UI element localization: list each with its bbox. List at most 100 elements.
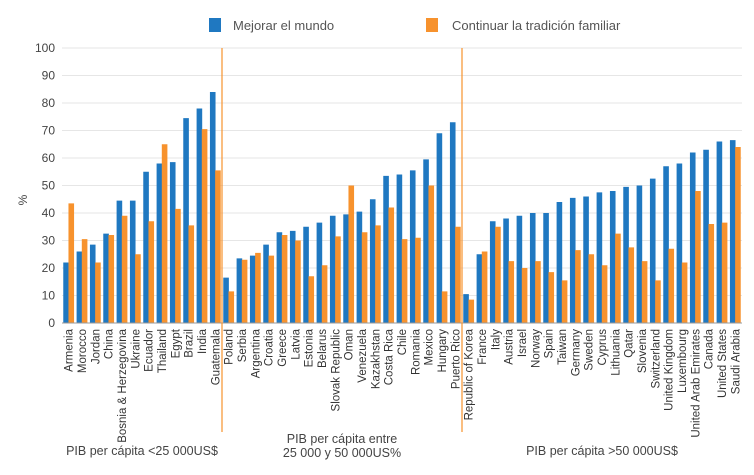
- bar-mejorar: [156, 163, 163, 323]
- bar-tradicion: [375, 225, 381, 323]
- x-tick-label: Taiwan: [557, 329, 569, 365]
- bar-tradicion: [668, 248, 675, 323]
- bar-mejorar: [609, 191, 616, 323]
- bar-tradicion: [348, 185, 355, 323]
- x-tick-label: Sweden: [584, 329, 596, 371]
- x-tick-label: Ecuador: [144, 329, 156, 372]
- x-tick-label: Guatemala: [210, 328, 222, 385]
- bar-mejorar: [676, 163, 683, 323]
- y-axis-label: %: [16, 194, 30, 205]
- bar-tradicion: [588, 254, 595, 323]
- bar-tradicion: [655, 280, 661, 323]
- bar-tradicion: [521, 268, 528, 323]
- x-tick-label: United Arab Emirates: [690, 329, 702, 438]
- bar-mejorar: [116, 200, 123, 323]
- bar-tradicion: [468, 299, 475, 323]
- x-tick-label: Norway: [530, 329, 542, 368]
- x-tick-label: Qatar: [624, 329, 636, 358]
- bar-mejorar: [463, 294, 469, 323]
- bar-tradicion: [295, 240, 301, 323]
- bar-tradicion: [641, 261, 648, 323]
- legend-label-tradicion: Continuar la tradición familiar: [452, 18, 621, 33]
- bar-tradicion: [335, 236, 341, 323]
- bar-mejorar: [383, 175, 389, 323]
- x-tick-label: Republic of Korea: [464, 328, 476, 420]
- bar-mejorar: [649, 178, 656, 323]
- x-tick-label: Cyprus: [597, 329, 609, 366]
- x-tick-label: Morocco: [77, 329, 89, 373]
- x-tick-label: Switzerland: [650, 329, 662, 388]
- x-tick-label: Israel: [517, 329, 529, 357]
- bar-tradicion: [508, 261, 515, 323]
- bar-tradicion: [135, 254, 141, 323]
- x-tick-label: Austria: [504, 328, 516, 364]
- bar-mejorar: [396, 174, 403, 323]
- bar-tradicion: [695, 191, 701, 323]
- x-tick-label: Lithuania: [610, 328, 622, 375]
- bar-tradicion: [121, 215, 128, 323]
- x-tick-label: Puerto Rico: [450, 329, 462, 389]
- bar-mejorar: [89, 244, 96, 323]
- bar-mejorar: [209, 92, 216, 323]
- legend: Mejorar el mundo Continuar la tradición …: [209, 18, 621, 33]
- group-label: PIB per cápita entre 25 000 y 50 000US%: [283, 432, 401, 460]
- x-tick-label: Bosnia & Herzegovina: [117, 328, 129, 442]
- bar-tradicion: [95, 262, 101, 323]
- bar-tradicion: [401, 239, 408, 323]
- x-tick-label: Spain: [544, 329, 556, 358]
- x-tick-label: Jordan: [90, 329, 102, 364]
- bar-mejorar: [436, 133, 443, 323]
- bar-mejorar: [196, 108, 203, 323]
- bar-mejorar: [143, 171, 149, 323]
- bar-tradicion: [708, 224, 715, 323]
- x-tick-label: Mexico: [424, 329, 436, 365]
- bar-mejorar: [489, 221, 496, 323]
- bar-mejorar: [663, 166, 669, 323]
- bar-tradicion: [628, 247, 635, 323]
- bar-tradicion: [81, 239, 88, 323]
- x-tick-label: Ukraine: [130, 329, 142, 369]
- bar-tradicion: [455, 226, 461, 323]
- x-tick-label: Italy: [490, 329, 502, 350]
- bar-tradicion: [735, 147, 741, 323]
- bar-tradicion: [108, 235, 115, 323]
- bar-tradicion: [161, 144, 168, 323]
- group-label: PIB per cápita <25 000US$: [66, 444, 218, 458]
- x-tick-label: Saudi Arabia: [730, 328, 742, 394]
- x-tick-label: Slovak Republic: [330, 329, 342, 412]
- x-tick-label: United Kingdom: [664, 329, 676, 411]
- bar-mejorar: [623, 186, 629, 323]
- bar-tradicion: [428, 185, 435, 323]
- bar-tradicion: [228, 291, 235, 323]
- bar-mejorar: [236, 258, 243, 323]
- bar-mejorar: [303, 226, 309, 323]
- group-labels: PIB per cápita <25 000US$ PIB per cápita …: [66, 432, 678, 460]
- y-tick-label: 20: [42, 261, 56, 275]
- y-tick-label: 70: [42, 124, 56, 138]
- bar-mejorar: [503, 218, 509, 323]
- group-label: PIB per cápita >50 000US$: [526, 444, 678, 458]
- bar-mejorar: [529, 213, 536, 323]
- bar-tradicion: [201, 129, 208, 323]
- bar-tradicion: [601, 265, 608, 323]
- bar-tradicion: [188, 225, 195, 323]
- bar-mejorar: [76, 251, 83, 323]
- bar-tradicion: [281, 235, 288, 323]
- bar-mejorar: [583, 196, 589, 323]
- bar-tradicion: [535, 261, 541, 323]
- bar-tradicion: [268, 255, 275, 323]
- bar-mejorar: [263, 244, 269, 323]
- bar-tradicion: [308, 276, 315, 323]
- x-tick-label: Belarus: [317, 329, 329, 368]
- x-tick-label: Germany: [570, 329, 582, 377]
- bar-mejorar: [569, 197, 576, 323]
- bar-mejorar: [169, 162, 176, 323]
- bar-mejorar: [249, 255, 256, 323]
- bar-mejorar: [356, 211, 363, 323]
- y-tick-label: 90: [42, 69, 56, 83]
- bar-tradicion: [215, 170, 221, 323]
- bar-tradicion: [148, 221, 155, 323]
- bar-mejorar: [423, 159, 429, 323]
- bar-tradicion: [441, 291, 448, 323]
- y-tick-label: 100: [35, 41, 55, 55]
